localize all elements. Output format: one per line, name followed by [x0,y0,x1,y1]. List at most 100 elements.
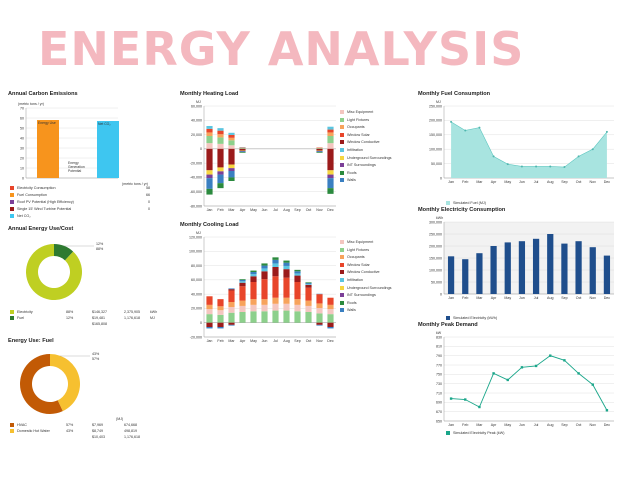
legend-swatch [340,255,344,260]
stack-segment [228,148,235,165]
stack-segment [294,271,301,274]
stack-segment [228,145,235,149]
stack-segment [217,167,224,172]
stack-segment [228,302,235,307]
table-cell: $19,481 [92,316,105,320]
stack-segment [261,263,268,266]
x-tick-label: Oct [306,339,312,343]
stack-segment [283,297,290,304]
data-point [605,409,609,412]
pie-percent: 57% [92,357,100,361]
x-tick-label: May [504,423,511,427]
table-cell: $7,969 [92,423,103,427]
stack-segment [283,269,290,278]
legend-swatch [340,262,344,267]
x-tick-label: Nov [590,296,597,300]
legend-swatch [10,186,14,190]
stack-segment [272,267,279,277]
legend-item: Electricity Consumption [10,186,56,190]
stack-segment [217,299,224,307]
carbon-bar [37,120,59,178]
y-tick-label: 730 [436,382,442,386]
stack-segment [228,288,235,290]
stack-segment [217,174,224,184]
y-tick-label: 0 [200,321,202,325]
table-cell: $146,327 [92,310,107,314]
legend-label: Occupants [347,255,365,260]
legend-label: Roofs [347,170,357,175]
y-tick-label: 20,000 [191,133,202,137]
stack-segment [283,262,290,266]
stack-segment [217,137,224,144]
stack-segment [305,305,312,312]
legend-item: Window Solar [340,132,370,137]
x-tick-label: Apr [491,423,497,427]
stack-segment [217,314,224,323]
stack-segment [206,132,213,136]
y-tick-label: -80,000 [190,204,202,208]
stack-segment [316,152,323,153]
stack-segment [261,265,268,269]
x-tick-label: Jul [534,423,539,427]
y-axis-label: MJ [436,100,441,104]
legend-swatch [340,125,344,130]
pie-percent: 43% [92,352,100,356]
x-tick-label: Mar [476,180,483,184]
y-tick-label: 710 [436,391,442,395]
stack-segment [239,279,246,280]
stack-segment [206,128,213,133]
x-tick-label: Sep [561,296,567,300]
x-tick-label: Dec [604,423,611,427]
stack-segment [228,324,235,326]
electricity-bar [447,256,455,294]
x-tick-label: Oct [576,180,582,184]
data-point [450,120,453,123]
legend-swatch [340,132,344,137]
y-axis-label: kW [436,331,442,335]
pie-slice [50,354,80,412]
legend-label: Walls [347,178,356,183]
stack-segment [327,174,334,179]
legend-swatch [340,300,344,305]
stack-segment [272,257,279,260]
bar-label: Energy Use [38,121,56,125]
stack-segment [239,152,246,153]
stack-segment [305,283,312,285]
table-cell: 674,668 [124,423,137,427]
bar-label-line: Potential [68,169,81,173]
stack-segment [206,296,213,305]
x-tick-label: Jul [534,180,539,184]
legend-swatch [10,316,14,320]
cooling-chart: -20,000 0 20,000 40,000 60,000 80,000 100,000 1… [189,231,336,343]
stack-segment [261,304,268,312]
x-tick-label: Sep [561,180,567,184]
x-tick-label: Mar [476,423,483,427]
data-point [605,130,608,133]
stack-segment [327,314,334,323]
legend-item: Window Conductive [340,140,380,145]
x-tick-label: Apr [240,208,246,212]
x-tick-label: Jan [448,296,454,300]
legend-swatch [10,207,14,211]
stack-segment [239,305,246,312]
stack-segment [217,327,224,329]
stack-segment [294,269,301,272]
stack-segment [206,148,213,171]
fuel-consumption-title: Monthly Fuel Consumption [418,91,491,97]
legend-swatch [10,310,14,314]
stack-segment [206,126,213,129]
legend-label: Occupants [347,125,365,130]
x-tick-label: Aug [283,339,289,343]
pie-percent: 12% [96,242,104,246]
x-tick-label: Dec [327,208,334,212]
y-tick-label: 10 [20,166,24,170]
carbon-chart: 0 10 20 30 40 50 60 70(metric tons / yr) Energy … [18,102,119,180]
stack-segment [261,311,268,323]
data-point [464,398,467,401]
electricity-title: Monthly Electricity Consumption [418,207,506,213]
y-tick-label: 150,000 [429,133,442,137]
legend-item: Single 15' Wind Turbine Potential [10,207,71,211]
legend-label: Window Conductive [347,270,380,275]
y-axis-label: MJ [196,100,201,104]
electricity-bar [603,255,611,294]
